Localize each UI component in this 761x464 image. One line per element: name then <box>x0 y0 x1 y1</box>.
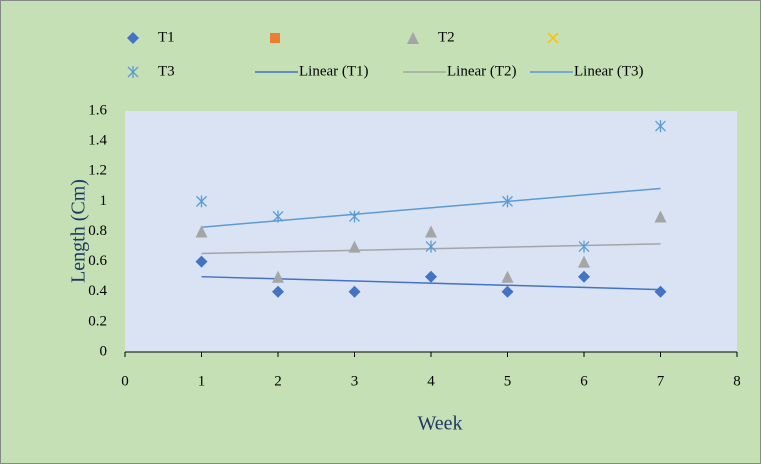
legend-label: T1 <box>158 29 175 45</box>
x-tick-label: 8 <box>733 373 741 389</box>
legend-marker <box>127 66 139 78</box>
legend-label: Linear (T3) <box>574 63 644 79</box>
x-tick-label: 2 <box>274 373 282 389</box>
point <box>501 285 514 298</box>
point <box>578 270 590 283</box>
x-axis-title: Week <box>417 413 462 435</box>
point <box>348 285 361 298</box>
y-tick-label: 1.4 <box>88 133 107 149</box>
point <box>348 240 361 253</box>
y-tick-label: 0.4 <box>88 283 107 299</box>
x-tick-label: 7 <box>657 373 665 389</box>
point <box>501 270 514 283</box>
x-tick-label: 1 <box>198 373 206 389</box>
point <box>425 240 437 253</box>
legend-label: T3 <box>158 63 175 79</box>
y-tick-label: 0.2 <box>88 313 107 329</box>
x-tick-label: 5 <box>504 373 512 389</box>
legend-label: Linear (T2) <box>447 63 517 79</box>
point <box>578 255 590 268</box>
y-tick-label: 0.6 <box>88 253 107 269</box>
legend-marker <box>547 32 559 44</box>
y-tick-label: 0 <box>100 343 108 359</box>
point <box>195 225 208 238</box>
x-tick-label: 4 <box>427 373 435 389</box>
legend-label: T2 <box>438 29 455 45</box>
point <box>425 225 437 238</box>
point <box>655 120 666 133</box>
point <box>425 270 437 283</box>
point <box>578 240 590 253</box>
legend-marker <box>127 32 139 44</box>
y-tick-label: 1 <box>100 193 108 209</box>
y-axis-title: Length (Cm) <box>68 179 90 283</box>
point <box>654 210 667 223</box>
legend-label: Linear (T1) <box>299 63 369 79</box>
point <box>272 270 284 283</box>
y-tick-label: 1.6 <box>88 102 107 118</box>
point <box>195 255 208 268</box>
point <box>654 285 667 298</box>
point <box>272 210 284 223</box>
legend-marker <box>407 32 419 44</box>
legend-marker <box>270 33 280 43</box>
x-tick-label: 0 <box>121 373 129 389</box>
y-tick-label: 0.8 <box>88 223 107 239</box>
point <box>502 195 513 208</box>
x-tick-label: 6 <box>580 373 588 389</box>
y-tick-label: 1.2 <box>88 163 107 179</box>
point <box>272 285 284 298</box>
x-tick-label: 3 <box>351 373 359 389</box>
point <box>196 195 207 208</box>
point <box>349 210 360 223</box>
